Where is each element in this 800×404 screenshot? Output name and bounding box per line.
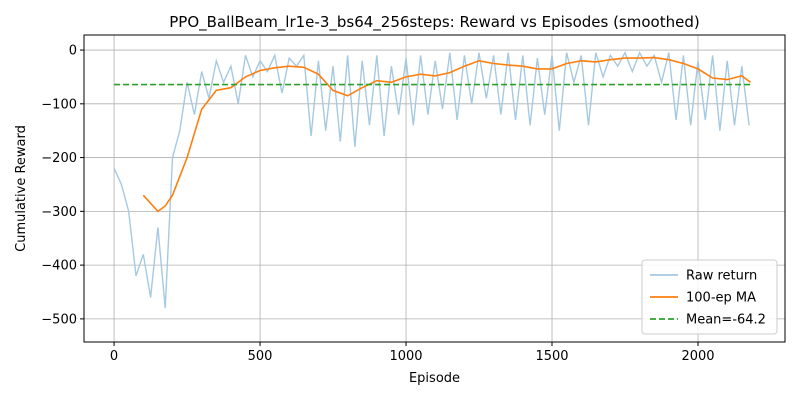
y-axis-label: Cumulative Reward — [14, 125, 29, 252]
y-tick-label: −100 — [41, 97, 77, 112]
x-tick-label: 1000 — [389, 349, 422, 364]
y-tick-label: 0 — [69, 44, 77, 59]
x-tick-label: 1500 — [535, 349, 568, 364]
legend-label: Mean=-64.2 — [686, 313, 766, 328]
legend-label: 100-ep MA — [686, 291, 756, 306]
series-line — [142, 56, 751, 213]
y-tick-label: −200 — [41, 151, 77, 166]
legend-label: Raw return — [686, 269, 757, 284]
x-tick-label: 2000 — [681, 349, 714, 364]
series-line — [113, 51, 750, 309]
y-tick-label: −300 — [41, 205, 77, 220]
x-axis-label: Episode — [409, 371, 460, 386]
plot-frame — [83, 34, 786, 343]
y-tick-label: −400 — [41, 259, 77, 274]
x-tick-label: 500 — [248, 349, 273, 364]
y-tick-label: −500 — [41, 312, 77, 327]
x-tick-label: 0 — [110, 349, 118, 364]
legend-box — [641, 259, 778, 335]
chart-title: PPO_BallBeam_lr1e-3_bs64_256steps: Rewar… — [169, 13, 699, 32]
